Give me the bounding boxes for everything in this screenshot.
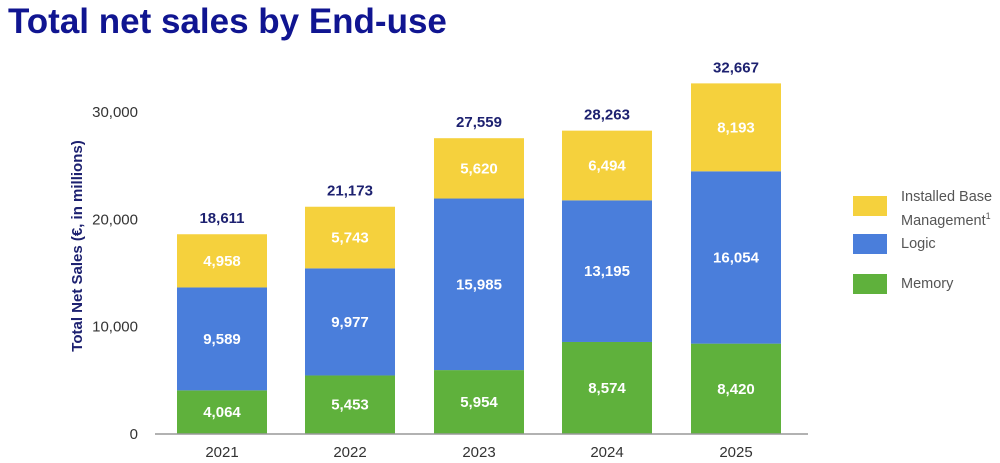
bar-segment-logic-2023 xyxy=(434,198,524,371)
bar-segment-logic-2025 xyxy=(691,171,781,344)
data-label-installed-base-management-2023: 5,620 xyxy=(460,160,498,177)
legend-label-logic: Logic xyxy=(901,236,936,252)
data-label-installed-base-management-2021: 4,958 xyxy=(203,253,241,270)
y-tick-label: 30,000 xyxy=(92,104,138,121)
legend-label-installed-base-management: Installed Base Management1 xyxy=(901,189,993,229)
bar-segment-memory-2022 xyxy=(305,375,395,434)
legend-swatch-installed-base-management xyxy=(853,196,887,216)
bar-segment-memory-2024 xyxy=(562,341,652,434)
y-tick-label: 20,000 xyxy=(92,211,138,228)
bar-segment-logic-2022 xyxy=(305,268,395,376)
x-tick-label-2025: 2025 xyxy=(719,444,752,461)
total-label-2021: 18,611 xyxy=(199,210,244,227)
data-label-memory-2022: 5,453 xyxy=(331,397,369,414)
x-tick-label-2023: 2023 xyxy=(462,444,495,461)
y-tick-label: 10,000 xyxy=(92,319,138,336)
bar-segment-memory-2023 xyxy=(434,370,524,434)
legend-swatch-logic xyxy=(853,234,887,254)
bar-segment-installed-base-management-2025 xyxy=(691,83,781,172)
data-label-logic-2025: 16,054 xyxy=(713,249,760,266)
data-label-installed-base-management-2025: 8,193 xyxy=(717,119,755,136)
bar-segment-installed-base-management-2021 xyxy=(177,234,267,288)
data-label-installed-base-management-2024: 6,494 xyxy=(588,157,626,174)
data-label-installed-base-management-2022: 5,743 xyxy=(331,230,369,247)
bar-segment-logic-2024 xyxy=(562,200,652,342)
bar-segment-memory-2025 xyxy=(691,343,781,434)
legend-swatch-memory xyxy=(853,274,887,294)
y-axis-label: Total Net Sales (€, in millions) xyxy=(69,140,86,351)
data-label-memory-2025: 8,420 xyxy=(717,381,755,398)
bar-segment-memory-2021 xyxy=(177,390,267,434)
data-label-memory-2023: 5,954 xyxy=(460,394,498,411)
bar-segment-logic-2021 xyxy=(177,287,267,391)
total-label-2024: 28,263 xyxy=(584,107,630,124)
x-tick-label-2021: 2021 xyxy=(205,444,238,461)
total-label-2022: 21,173 xyxy=(327,183,373,200)
bar-segment-installed-base-management-2023 xyxy=(434,138,524,199)
legend-label-memory: Memory xyxy=(901,276,954,292)
total-label-2023: 27,559 xyxy=(456,114,502,131)
data-label-memory-2021: 4,064 xyxy=(203,404,241,421)
y-tick-label: 0 xyxy=(130,426,138,443)
data-label-logic-2024: 13,195 xyxy=(584,263,630,280)
data-label-logic-2021: 9,589 xyxy=(203,331,241,348)
page-title: Total net sales by End-use xyxy=(8,2,447,41)
bar-segment-installed-base-management-2024 xyxy=(562,130,652,201)
total-label-2025: 32,667 xyxy=(713,59,759,76)
data-label-logic-2023: 15,985 xyxy=(456,276,502,293)
bar-segment-installed-base-management-2022 xyxy=(305,206,395,269)
x-tick-label-2022: 2022 xyxy=(333,444,366,461)
data-label-memory-2024: 8,574 xyxy=(588,380,626,397)
x-tick-label-2024: 2024 xyxy=(590,444,623,461)
data-label-logic-2022: 9,977 xyxy=(331,314,369,331)
